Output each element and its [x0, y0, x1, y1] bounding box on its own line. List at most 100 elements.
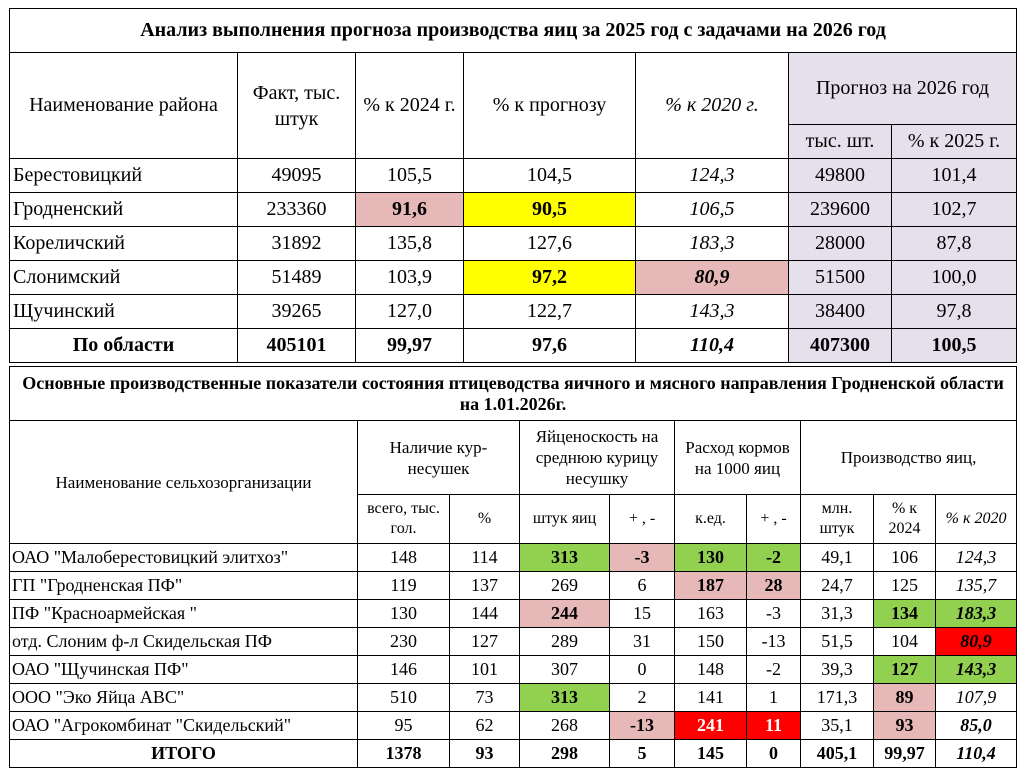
eggs-cell: 313 — [519, 543, 610, 572]
pct2020-cell: 80,9 — [635, 260, 789, 295]
org-name: ОАО "Агрокомбинат "Скидельский" — [9, 711, 358, 740]
fact-cell: 49095 — [237, 158, 356, 193]
heads-cell: 95 — [357, 711, 450, 740]
header-eggs-delta: + , - — [609, 494, 675, 544]
district-name: Берестовицкий — [9, 158, 238, 193]
table-row: Гродненский 233360 91,6 90,5 106,5 23960… — [9, 192, 1018, 227]
pct2024-cell: 93 — [873, 711, 936, 740]
pct2024-cell: 106 — [873, 543, 936, 572]
header-thousand-pcs: тыс. шт. — [788, 124, 892, 159]
table-row: Кореличский 31892 135,8 127,6 183,3 2800… — [9, 226, 1018, 261]
feed-cell: 241 — [674, 711, 747, 740]
org-name: ОАО "Щучинская ПФ" — [9, 655, 358, 684]
mln-cell: 31,3 — [800, 599, 874, 628]
pct2020-cell: 107,9 — [934, 683, 1018, 712]
pct2020-cell: 110,4 — [934, 739, 1018, 768]
header-mln-pcs: млн. штук — [800, 494, 874, 544]
forecast-cell: 239600 — [788, 192, 892, 227]
feed-delta-cell: 11 — [746, 711, 801, 740]
fact-cell: 51489 — [237, 260, 356, 295]
pct-cell: 137 — [449, 571, 520, 600]
pct2024-cell: 91,6 — [355, 192, 464, 227]
feed-cell: 130 — [674, 543, 747, 572]
pct2020-cell: 183,3 — [934, 599, 1018, 628]
header-pct-2025: % к 2025 г. — [890, 124, 1018, 159]
forecast-cell: 38400 — [788, 294, 892, 329]
table1-title: Анализ выполнения прогноза производства … — [8, 8, 1018, 53]
eggs-cell: 269 — [519, 571, 610, 600]
heads-cell: 148 — [357, 543, 450, 572]
pct2024-cell: 127 — [873, 655, 936, 684]
pct-cell: 101 — [449, 655, 520, 684]
header-pct-2024: % к 2024 — [873, 494, 936, 544]
forecast-cell: 28000 — [788, 226, 892, 261]
pct2020-cell: 85,0 — [934, 711, 1018, 740]
pct2024-cell: 134 — [873, 599, 936, 628]
pct2024-cell: 99,97 — [355, 328, 464, 363]
pct-cell: 93 — [449, 739, 520, 768]
header-pcs-eggs: штук яиц — [519, 494, 610, 544]
pct2020-cell: 106,5 — [635, 192, 789, 227]
pct2025-cell: 102,7 — [890, 192, 1018, 227]
header-pct: % — [449, 494, 520, 544]
pct-cell: 114 — [449, 543, 520, 572]
header-total-heads: всего, тыс. гол. — [357, 494, 450, 544]
feed-cell: 187 — [674, 571, 747, 600]
heads-cell: 146 — [357, 655, 450, 684]
table-row: ОАО "Малоберестовицкий элитхоз" 148 114 … — [9, 543, 1018, 572]
eggs-cell: 289 — [519, 627, 610, 656]
header-pct-2020: % к 2020 — [934, 494, 1018, 544]
header-pct-2020: % к 2020 г. — [635, 52, 789, 159]
pct2024-cell: 104 — [873, 627, 936, 656]
pct-forecast-cell: 97,2 — [463, 260, 636, 295]
forecast-analysis-table: Анализ выполнения прогноза производства … — [8, 8, 1018, 363]
pct-cell: 73 — [449, 683, 520, 712]
pct2024-cell: 135,8 — [355, 226, 464, 261]
pct2025-cell: 100,0 — [890, 260, 1018, 295]
eggs-cell: 307 — [519, 655, 610, 684]
table2-title: Основные производственные показатели сос… — [8, 366, 1018, 421]
feed-cell: 148 — [674, 655, 747, 684]
table-row: Слонимский 51489 103,9 97,2 80,9 51500 1… — [9, 260, 1018, 295]
table-row: ОАО "Щучинская ПФ" 146 101 307 0 148 -2 … — [9, 655, 1018, 684]
pct-forecast-cell: 122,7 — [463, 294, 636, 329]
table-row: Берестовицкий 49095 105,5 104,5 124,3 49… — [9, 158, 1018, 193]
pct2025-cell: 97,8 — [890, 294, 1018, 329]
header-fact: Факт, тыс. штук — [237, 52, 356, 159]
pct2020-cell: 143,3 — [934, 655, 1018, 684]
eggs-delta-cell: 0 — [609, 655, 675, 684]
heads-cell: 1378 — [357, 739, 450, 768]
forecast-cell: 407300 — [788, 328, 892, 363]
header-forecast-2026: Прогноз на 2026 год — [787, 52, 1018, 125]
heads-cell: 119 — [357, 571, 450, 600]
pct2025-cell: 100,5 — [890, 328, 1018, 363]
org-name: ГП "Гродненская ПФ" — [9, 571, 358, 600]
org-name: ООО "Эко Яйца АВС" — [9, 683, 358, 712]
pct2020-cell: 80,9 — [934, 627, 1018, 656]
total-row: По области 405101 99,97 97,6 110,4 40730… — [9, 328, 1018, 363]
eggs-cell: 298 — [519, 739, 610, 768]
eggs-cell: 244 — [519, 599, 610, 628]
header-production: Производство яиц, — [799, 420, 1018, 495]
district-name: Щучинский — [9, 294, 238, 329]
header-pct-forecast: % к прогнозу — [463, 52, 636, 159]
pct2024-cell: 99,97 — [873, 739, 936, 768]
pct2024-cell: 105,5 — [355, 158, 464, 193]
feed-delta-cell: 28 — [746, 571, 801, 600]
table-row: ГП "Гродненская ПФ" 119 137 269 6 187 28… — [9, 571, 1018, 600]
total-row: ИТОГО 1378 93 298 5 145 0 405,1 99,97 11… — [9, 739, 1018, 768]
table-row: ОАО "Агрокомбинат "Скидельский" 95 62 26… — [9, 711, 1018, 740]
district-name: Слонимский — [9, 260, 238, 295]
total-label: ИТОГО — [9, 739, 358, 768]
header-feed: Расход кормов на 1000 яиц — [674, 420, 801, 495]
eggs-delta-cell: 5 — [609, 739, 675, 768]
header-laying: Яйценоскость на среднюю курицу несушку — [519, 420, 675, 495]
pct2024-cell: 89 — [873, 683, 936, 712]
fact-cell: 233360 — [237, 192, 356, 227]
pct2024-cell: 127,0 — [355, 294, 464, 329]
fact-cell: 39265 — [237, 294, 356, 329]
district-name: Кореличский — [9, 226, 238, 261]
forecast-cell: 51500 — [788, 260, 892, 295]
table-row: ПФ "Красноармейская " 130 144 244 15 163… — [9, 599, 1018, 628]
feed-delta-cell: -13 — [746, 627, 801, 656]
